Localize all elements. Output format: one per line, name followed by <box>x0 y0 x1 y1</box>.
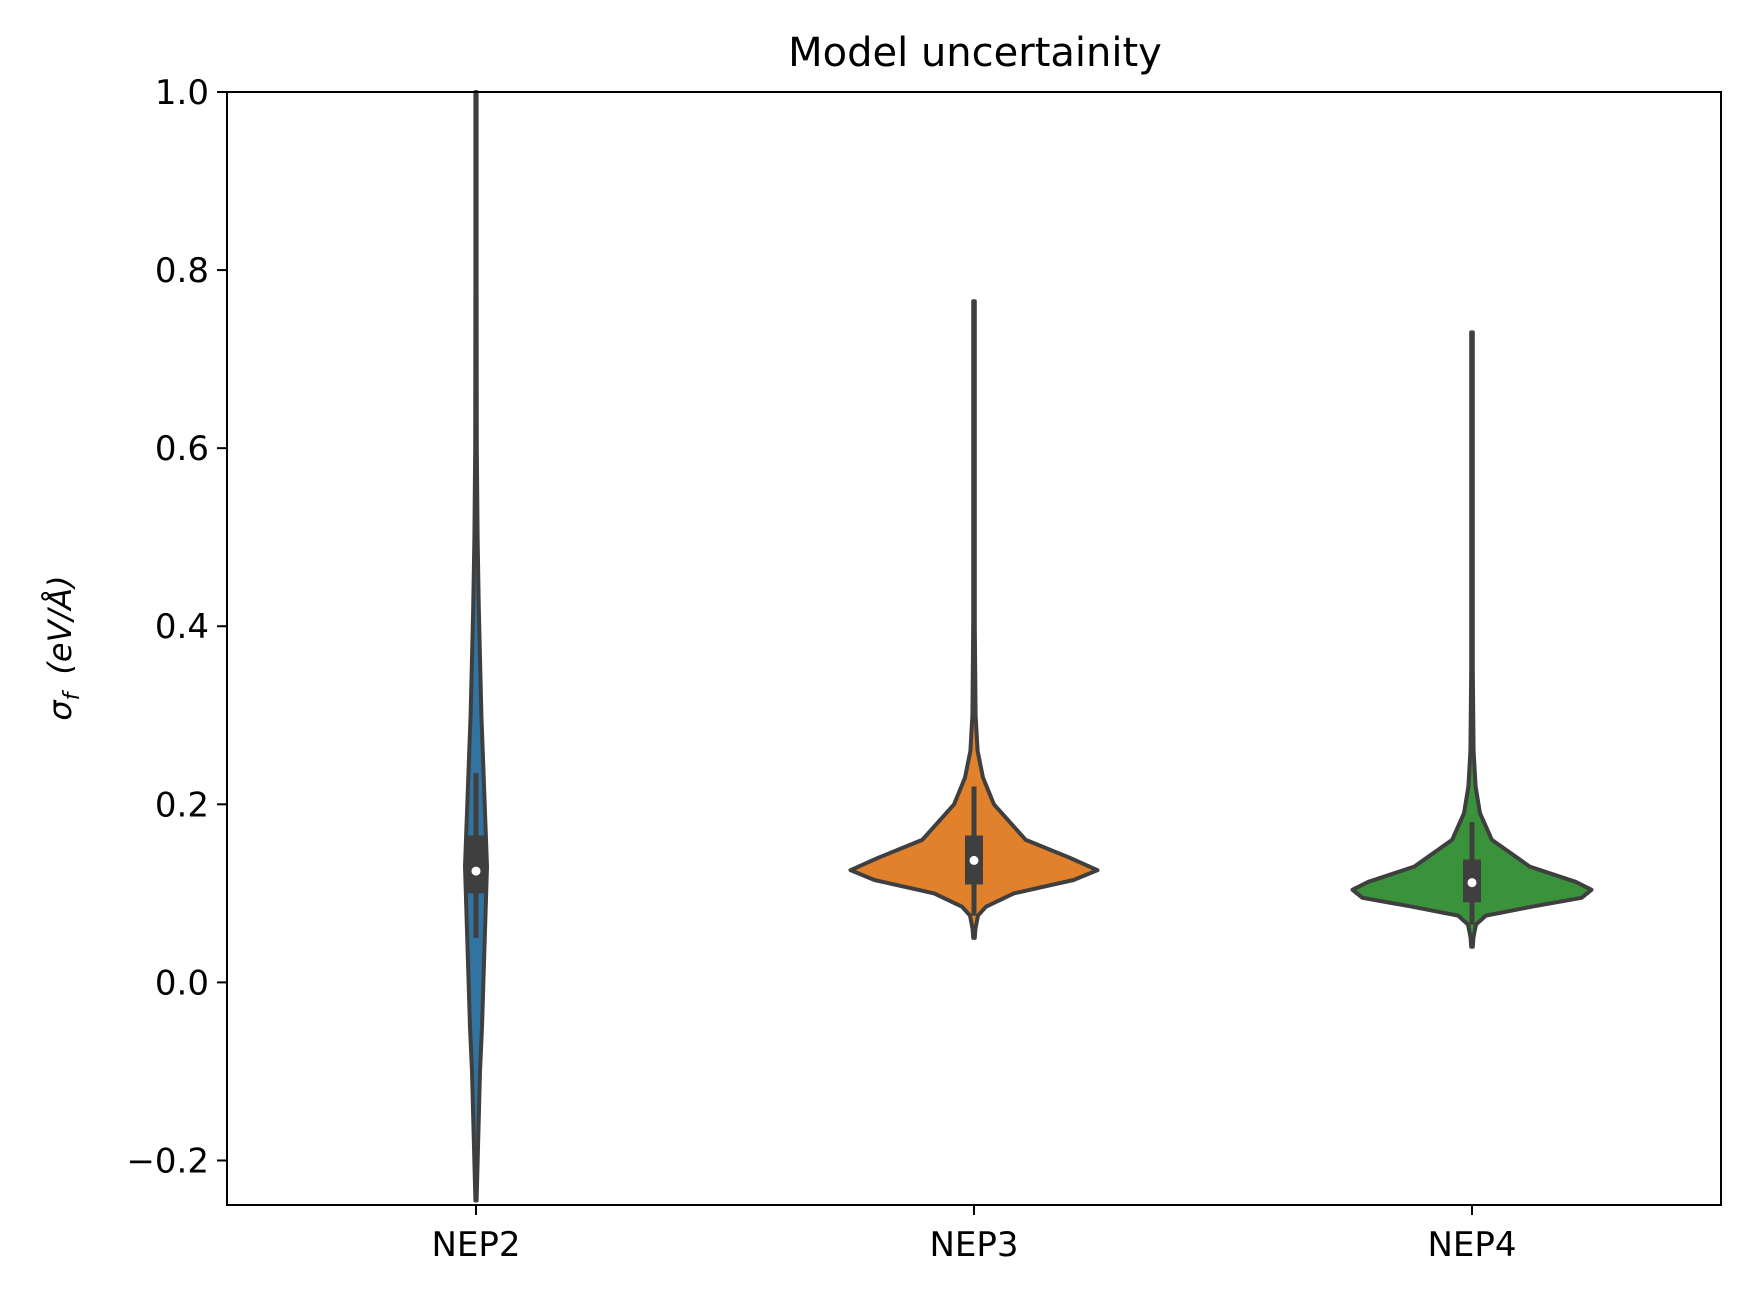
y-tick-label: 0.8 <box>155 251 209 291</box>
y-axis-label-unit: (eV/Å) <box>41 575 79 674</box>
y-axis-label: σf (eV/Å) <box>41 575 85 720</box>
y-axis-label-symbol: σ <box>41 699 79 721</box>
y-tick-label: 0.4 <box>155 607 209 647</box>
violin-nep4 <box>1350 330 1594 949</box>
violin-nep3 <box>848 299 1100 940</box>
y-tick-label: 1.0 <box>155 73 209 113</box>
x-axis: NEP2 NEP3 NEP4 <box>431 1205 1517 1265</box>
violin-median-point <box>969 855 979 865</box>
y-tick-label: 0.0 <box>155 963 209 1003</box>
violin-iqr-box <box>467 835 485 894</box>
violin-median-point <box>1467 878 1477 888</box>
violin-body <box>1350 330 1594 949</box>
plot-frame <box>226 91 1722 1206</box>
violins-group <box>463 90 1594 1203</box>
x-tick-label: NEP3 <box>929 1225 1018 1265</box>
y-tick-label: −0.2 <box>126 1141 209 1181</box>
y-tick-label: 0.6 <box>155 429 209 469</box>
y-axis: −0.2 0.0 0.2 0.4 0.6 0.8 1.0 <box>126 73 227 1181</box>
y-tick-label: 0.2 <box>155 785 209 825</box>
violin-body <box>848 299 1100 940</box>
y-axis-label-subscript: f <box>60 689 85 700</box>
violin-nep2 <box>463 90 489 1203</box>
x-tick-label: NEP2 <box>431 1225 520 1265</box>
violin-body <box>463 90 489 1203</box>
x-tick-label: NEP4 <box>1427 1225 1516 1265</box>
violin-median-point <box>471 866 481 876</box>
chart-title: Model uncertainity <box>788 30 1162 76</box>
